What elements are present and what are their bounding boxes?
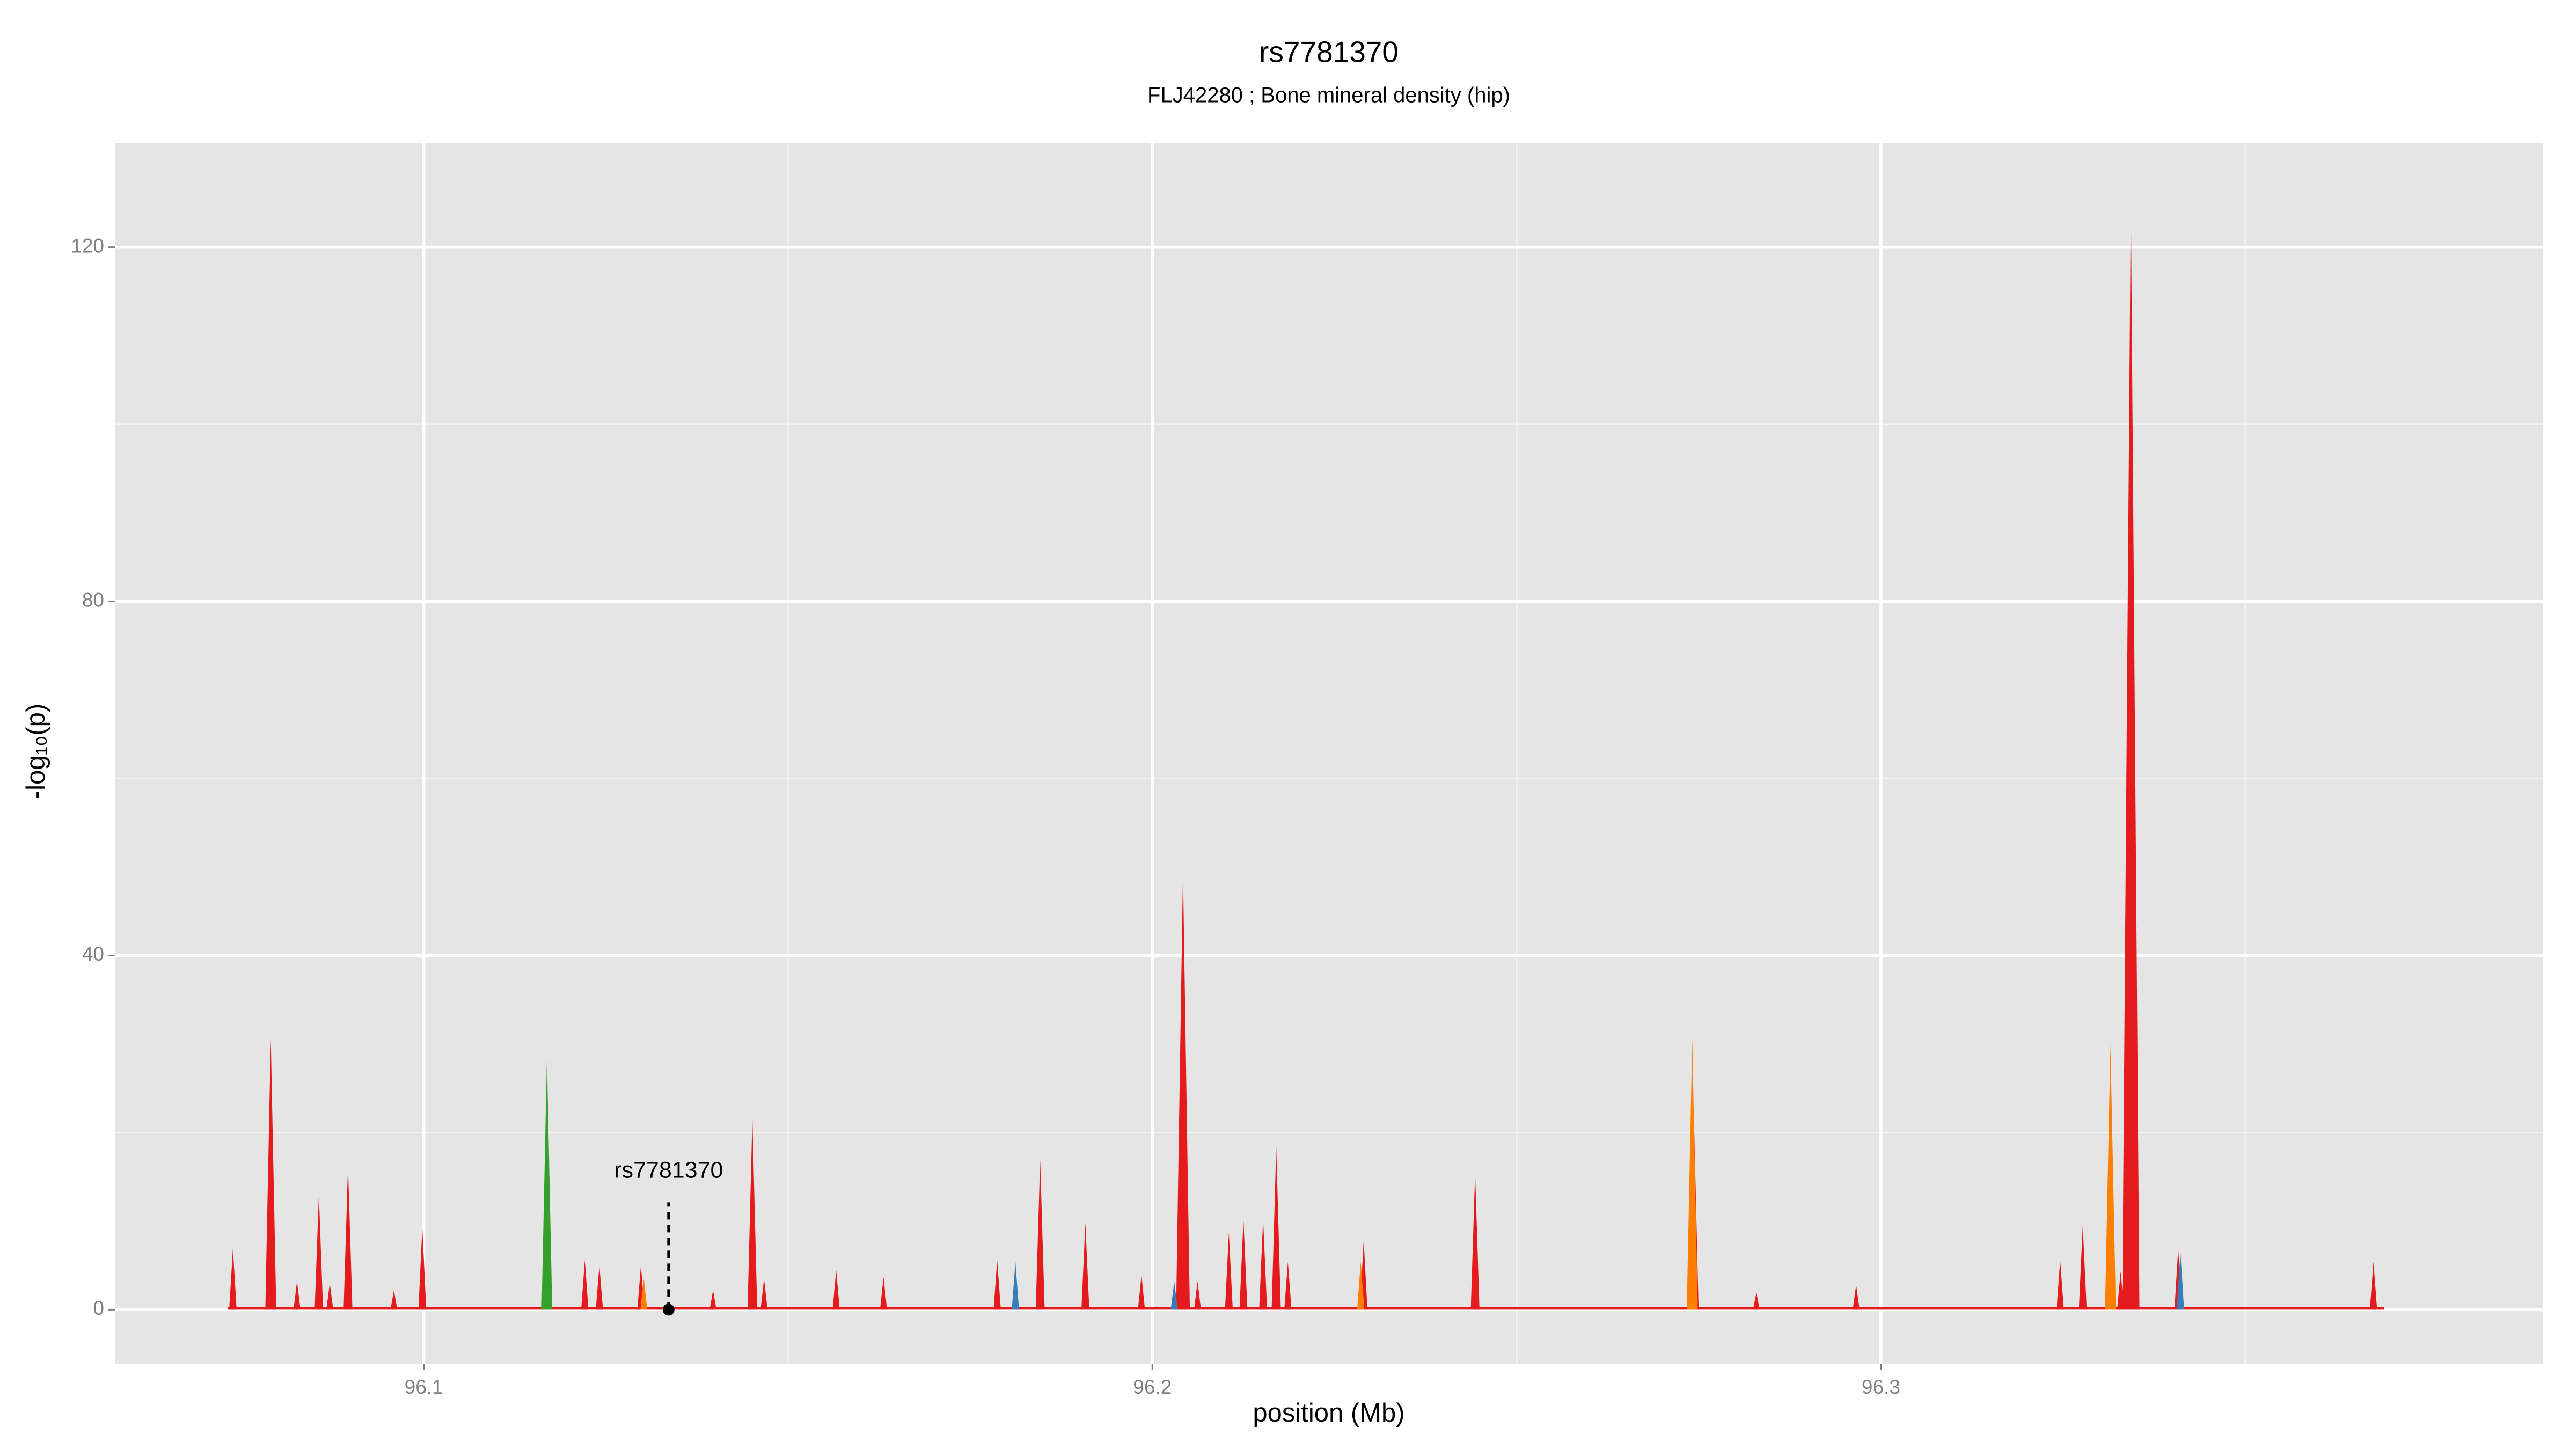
spike — [1012, 1262, 1019, 1310]
spike — [709, 1290, 716, 1310]
y-axis-label: -log₁₀(p) — [21, 704, 50, 799]
spike — [1035, 1160, 1045, 1310]
spike — [760, 1278, 768, 1310]
spike — [1357, 1262, 1365, 1310]
chart-title: rs7781370 — [1259, 35, 1399, 69]
y-tick-label: 40 — [82, 943, 104, 965]
spike — [993, 1260, 1001, 1310]
spike — [2122, 200, 2140, 1310]
baseline-band — [227, 1307, 2384, 1310]
spike — [1853, 1285, 1860, 1310]
spike — [1176, 872, 1190, 1310]
annotation-label: rs7781370 — [614, 1158, 723, 1183]
spike — [314, 1194, 323, 1310]
chart-subtitle: FLJ42280 ; Bone mineral density (hip) — [1147, 84, 1510, 107]
spike — [1753, 1293, 1760, 1310]
axes: 96.1 96.2 96.3 0 40 80 120 — [71, 235, 1900, 1397]
spike — [1239, 1219, 1248, 1310]
spike — [640, 1278, 648, 1310]
spike — [541, 1058, 552, 1310]
spike — [2369, 1262, 2377, 1310]
spike — [265, 1038, 276, 1310]
spike — [418, 1227, 427, 1310]
x-tick-label: 96.1 — [405, 1376, 443, 1398]
x-axis-label: position (Mb) — [1253, 1399, 1404, 1428]
annotation-point — [662, 1304, 675, 1316]
marks: rs7781370 — [227, 200, 2384, 1316]
spike — [2177, 1252, 2184, 1310]
spike — [1138, 1275, 1145, 1310]
spike — [326, 1283, 333, 1310]
spike — [747, 1117, 757, 1310]
y-tick-label: 0 — [93, 1297, 104, 1319]
spike — [1170, 1281, 1178, 1310]
spike — [1284, 1262, 1292, 1310]
y-tick-label: 80 — [82, 589, 104, 611]
spike — [2079, 1225, 2087, 1310]
spike — [1271, 1146, 1281, 1310]
x-tick-label: 96.3 — [1862, 1376, 1900, 1398]
spike — [1687, 1038, 1698, 1310]
spike — [2057, 1260, 2064, 1310]
spike — [1470, 1173, 1480, 1310]
x-tick-label: 96.2 — [1133, 1376, 1172, 1398]
spike — [1194, 1281, 1201, 1310]
spike — [1081, 1223, 1089, 1310]
spike — [1225, 1232, 1233, 1310]
spike — [390, 1290, 398, 1310]
spike — [880, 1277, 887, 1310]
spike — [581, 1260, 589, 1310]
spike — [229, 1248, 237, 1310]
spike — [596, 1265, 603, 1310]
y-tick-label: 120 — [71, 235, 104, 257]
spike — [2105, 1045, 2116, 1310]
plot-background — [115, 143, 2543, 1364]
spike — [1259, 1219, 1268, 1310]
spike — [832, 1270, 840, 1310]
spike — [293, 1281, 301, 1310]
spike — [343, 1166, 353, 1310]
